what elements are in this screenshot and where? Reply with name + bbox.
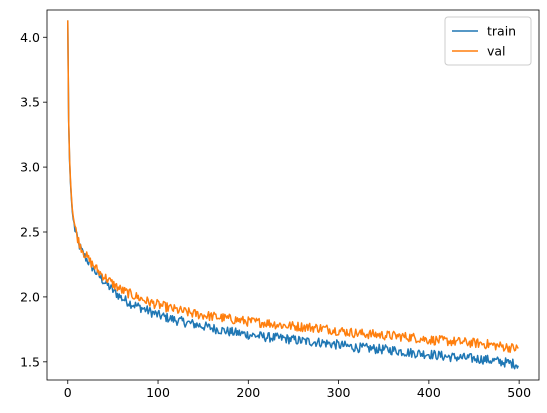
y-tick-label: 3.5 (20, 95, 40, 110)
y-tick-label: 3.0 (20, 160, 40, 175)
y-tick-label: 4.0 (20, 30, 40, 45)
legend: train val (444, 16, 532, 66)
x-axis: 0 100 200 300 400 500 (64, 380, 531, 400)
x-tick-label: 300 (327, 385, 351, 400)
y-tick-label: 2.0 (20, 289, 40, 304)
series-line-train (67, 20, 519, 370)
x-tick-label: 200 (236, 385, 260, 400)
y-axis: 1.5 2.0 2.5 3.0 3.5 4.0 (20, 30, 47, 369)
series-layer (67, 20, 519, 370)
legend-label-train: train (487, 24, 516, 39)
y-tick-label: 1.5 (20, 354, 40, 369)
series-line-val (67, 20, 519, 354)
legend-label-val: val (487, 44, 506, 59)
legend-box (444, 16, 532, 66)
x-tick-label: 500 (507, 385, 531, 400)
x-tick-label: 0 (64, 385, 72, 400)
y-tick-label: 2.5 (20, 225, 40, 240)
plot-frame (46, 9, 540, 381)
x-tick-label: 100 (146, 385, 170, 400)
x-tick-label: 400 (417, 385, 441, 400)
